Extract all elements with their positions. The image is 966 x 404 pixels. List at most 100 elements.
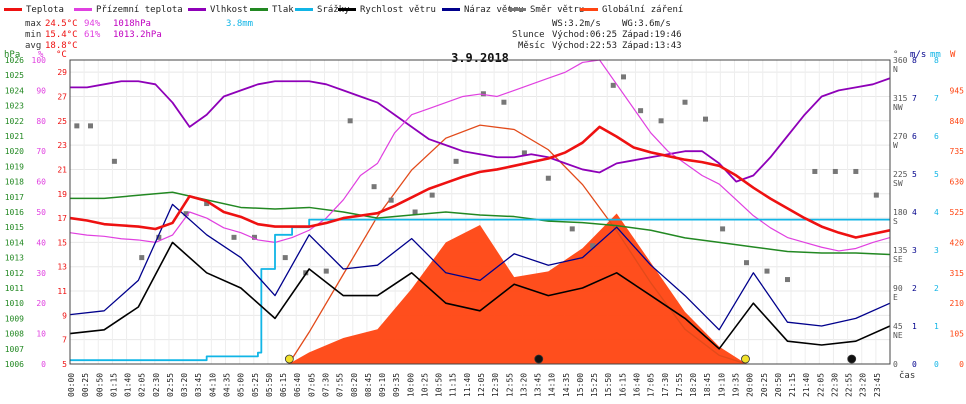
axis-pressure-tick: 1022 (5, 117, 24, 126)
x-tick-label: 23:20 (859, 373, 868, 397)
astro-info: WS:3.2m/s WG:3.6m/s Slunce Východ:06:25 … (512, 19, 682, 51)
wind-direction-point (282, 255, 288, 261)
wind-direction-point (682, 99, 688, 105)
x-tick-label: 03:45 (194, 373, 203, 397)
axis-pressure-tick: 1011 (5, 284, 24, 293)
axis-radiation-tick: 840 (950, 117, 965, 126)
axis-pressure-tick: 1021 (5, 132, 24, 141)
wind-direction-point (658, 118, 664, 124)
stats-min-hum: 61% (84, 30, 101, 40)
stats-max-press: 1018hPa (113, 19, 151, 29)
x-axis: 00:00 00:25 00:50 01:15 01:40 02:05 02:30 02:55… (67, 373, 882, 397)
axis-humidity-tick: 90 (36, 86, 46, 95)
axis-radiation-tick: 210 (950, 299, 965, 308)
axis-direction-letters: N NW W SW S SE E NE (893, 65, 903, 340)
wind-direction-point (111, 158, 117, 164)
axis-unit-ms: m/s (910, 50, 926, 60)
axis-rain-tick: 2 (934, 284, 939, 293)
axis-radiation-tick: 0 (959, 360, 964, 369)
wind-direction-point (183, 211, 189, 217)
x-tick-label: 11:40 (463, 373, 472, 397)
axis-temperature-tick: 19 (57, 190, 67, 199)
wind-direction-point (204, 201, 210, 207)
x-tick-label: 14:35 (562, 373, 571, 397)
axis-unit-mm: mm (930, 50, 941, 60)
axis-pressure: 1006 1007 1008 1009 1010 1011 1012 1013 1014 1015… (5, 56, 24, 369)
series-radiation-area (288, 213, 747, 364)
series-vlhkost (70, 77, 891, 183)
axis-pressure-tick: 1016 (5, 208, 24, 217)
axis-wind-speed-tick: 5 (912, 170, 917, 179)
x-tick-label: 05:00 (237, 373, 246, 397)
axis-humidity-tick: 0 (41, 360, 46, 369)
wind-direction-point (703, 116, 708, 122)
wind-direction-point (480, 91, 486, 97)
axis-direction-tick: 315 (893, 94, 908, 103)
axis-direction-tick: 45 (893, 322, 903, 331)
axis-pressure-tick: 1017 (5, 193, 24, 202)
series-n-raz-v-tru (69, 203, 891, 331)
x-tick-label: 12:05 (477, 373, 486, 397)
wind-direction-point (744, 260, 749, 266)
axis-rain-tick: 7 (934, 94, 939, 103)
legend-item: Globální záření (580, 5, 683, 15)
axis-radiation-tick: 735 (950, 147, 965, 156)
axis-wind-speed-tick: 2 (912, 284, 917, 293)
chart-legend: Teplota Přízemní teplota Vlhkost Tlak Srážky… (4, 5, 683, 15)
x-tick-label: 06:40 (293, 373, 302, 397)
wind-direction-point (347, 118, 353, 124)
x-tick-label: 10:25 (420, 373, 429, 397)
axis-rain: 0 1 2 3 4 5 6 7 8 (934, 56, 939, 369)
x-tick-label: 14:10 (548, 373, 557, 397)
axis-pressure-tick: 1009 (5, 314, 24, 323)
y-axes: 1006100710081009101010111012101310141015… (5, 56, 964, 369)
x-tick-label: 05:25 (251, 373, 260, 397)
axis-radiation-tick: 105 (950, 330, 965, 339)
axis-humidity-tick: 80 (36, 117, 46, 126)
x-tick-label: 06:15 (279, 373, 288, 397)
legend-label: Vlhkost (210, 5, 248, 15)
axis-temperature-tick: 11 (57, 287, 67, 296)
stats-max-hum: 94% (84, 19, 101, 29)
x-tick-label: 12:30 (491, 373, 500, 397)
x-tick-label: 01:40 (124, 373, 133, 397)
wind-direction-point (610, 82, 616, 88)
axis-pressure-tick: 1025 (5, 71, 24, 80)
marker-moonset (534, 354, 544, 364)
x-tick-label: 15:25 (590, 373, 599, 397)
legend-swatch (4, 8, 22, 11)
stats-max-rain: 3.8mm (226, 19, 253, 29)
axis-direction-letter: S (893, 217, 898, 226)
wind-direction-point (590, 243, 596, 249)
legend-label: Teplota (26, 5, 64, 15)
x-tick-label: 23:45 (873, 373, 882, 397)
legend-swatch (442, 8, 460, 11)
axis-wind-speed-tick: 0 (912, 360, 917, 369)
axis-radiation-tick: 525 (950, 208, 965, 217)
axis-temperature-tick: 27 (57, 92, 67, 101)
legend-label: Srážky (317, 5, 350, 15)
series-radiation-theoretical (288, 124, 747, 365)
axis-unit-temp: °C (56, 50, 67, 60)
x-tick-label: 15:50 (604, 373, 613, 397)
x-tick-label: 10:50 (435, 373, 444, 397)
axis-humidity-tick: 70 (36, 147, 46, 156)
wind-direction-point (453, 158, 459, 164)
x-tick-label: 21:15 (788, 373, 797, 397)
axis-radiation-tick: 315 (950, 269, 965, 278)
wind-direction-point (388, 197, 394, 203)
x-tick-label: 02:05 (138, 373, 147, 397)
legend-swatch (188, 8, 206, 11)
axis-humidity-tick: 50 (36, 208, 46, 217)
plot-grid (69, 60, 890, 365)
wind-direction-point (785, 277, 790, 283)
x-tick-label: 07:30 (321, 373, 330, 397)
axis-pressure-tick: 1023 (5, 102, 24, 111)
axis-pressure-tick: 1015 (5, 223, 24, 232)
axis-temperature-tick: 29 (57, 68, 67, 77)
axis-pressure-tick: 1018 (5, 178, 24, 187)
wind-direction-point (764, 268, 770, 274)
legend-item: Přízemní teplota (74, 5, 183, 15)
series-p-zemn-teplota (69, 59, 891, 252)
x-tick-label: 16:40 (633, 373, 642, 397)
